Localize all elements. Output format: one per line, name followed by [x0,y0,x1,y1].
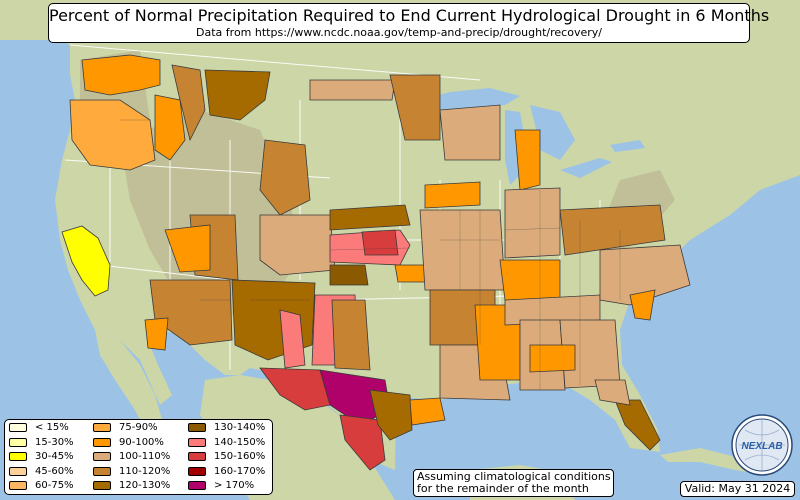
region-east-texas-120 [369,389,413,441]
region-minnesota-110 [389,74,441,141]
legend-label: 30-45% [35,451,74,462]
legend-label: 100-110% [119,451,171,462]
region-arizona-110 [149,279,233,346]
region-arizona-90 [144,317,169,351]
region-texas-central-110 [331,299,371,371]
lake-erie [560,158,612,178]
region-california-yellow [61,225,111,297]
region-virginia-110 [559,204,666,256]
legend-swatch [9,437,27,447]
legend-label: 160-170% [214,465,266,477]
lake-superior [420,88,520,112]
region-idaho-90 [154,94,186,161]
region-west-texas-150 [259,367,331,411]
drought-regions [61,54,691,471]
legend-swatch [188,481,206,490]
nexlab-globe-logo: NEXLAB [731,414,793,476]
region-texas-170 [319,369,391,426]
region-idaho-110 [171,64,206,142]
region-pacific-nw-90 [81,54,161,96]
region-indiana-100 [504,187,561,259]
assumption-note: Assuming climatological conditions for t… [413,469,614,497]
region-kansas-120 [329,204,411,231]
map-subtitle: Data from https://www.ncdc.noaa.gov/temp… [196,26,602,39]
region-georgia-90 [529,344,576,373]
legend-label: 15-30% [35,436,74,448]
region-montana-120 [204,69,271,121]
region-michigan-90 [514,129,541,191]
legend-swatch [93,452,111,461]
legend-swatch [9,452,27,461]
legend-swatch [188,437,206,447]
county-borders [120,119,621,390]
region-nevada-90 [164,224,211,273]
legend-swatch [93,423,111,432]
legend-swatch [9,423,27,432]
legend-label: 150-160% [214,451,266,462]
legend-label: 60-75% [35,480,74,491]
legend-swatch [9,466,27,476]
region-colorado-100 [259,214,336,276]
legend-label: 120-130% [119,480,171,491]
region-gulf-coast-90 [409,397,446,426]
region-kansas-150 [361,229,399,256]
region-missouri-100 [419,209,506,291]
map-title: Percent of Normal Precipitation Required… [49,6,770,25]
region-kentucky-90 [499,259,561,301]
region-oklahoma-130 [329,264,369,286]
lake-ontario [610,140,645,152]
legend-swatch [188,452,206,461]
region-florida-100 [594,379,631,406]
great-lakes [420,88,645,185]
legend-swatch [93,481,111,490]
legend-swatch [93,437,111,447]
legend-swatch [188,423,206,432]
legend-label: 140-150% [214,436,266,448]
legend-swatch [93,466,111,476]
region-sc-90 [629,289,656,321]
legend-label: 130-140% [214,422,266,433]
region-dakota-100 [309,79,396,101]
region-wisconsin-100 [439,104,501,161]
legend-label: 45-60% [35,465,74,477]
region-iowa-90 [424,181,481,209]
assumption-note-line1: Assuming climatological conditions [417,470,611,483]
region-florida-120 [614,399,661,451]
legend-swatch [188,466,206,476]
region-south-texas-150 [339,414,386,471]
logo-text: NEXLAB [741,441,782,452]
region-carolinas-100 [599,244,691,306]
assumption-note-line2: for the remainder of the month [417,482,589,495]
legend-label: < 15% [35,422,69,433]
legend-label: 75-90% [119,422,158,433]
title-panel: Percent of Normal Precipitation Required… [48,3,770,43]
legend-label: 110-120% [119,465,171,477]
region-wyoming-110 [259,139,311,216]
legend-label: 90-100% [119,436,164,448]
legend-swatch [9,481,27,490]
region-nm-140 [279,309,306,369]
region-oregon-75 [69,99,156,171]
legend-panel: < 15% 15-30% 30-45% 45-60% 60-75% 75-90% 90-10… [4,419,273,495]
lake-huron [530,105,575,160]
legend-label: > 170% [214,480,255,491]
valid-date: Valid: May 31 2024 [680,481,795,497]
